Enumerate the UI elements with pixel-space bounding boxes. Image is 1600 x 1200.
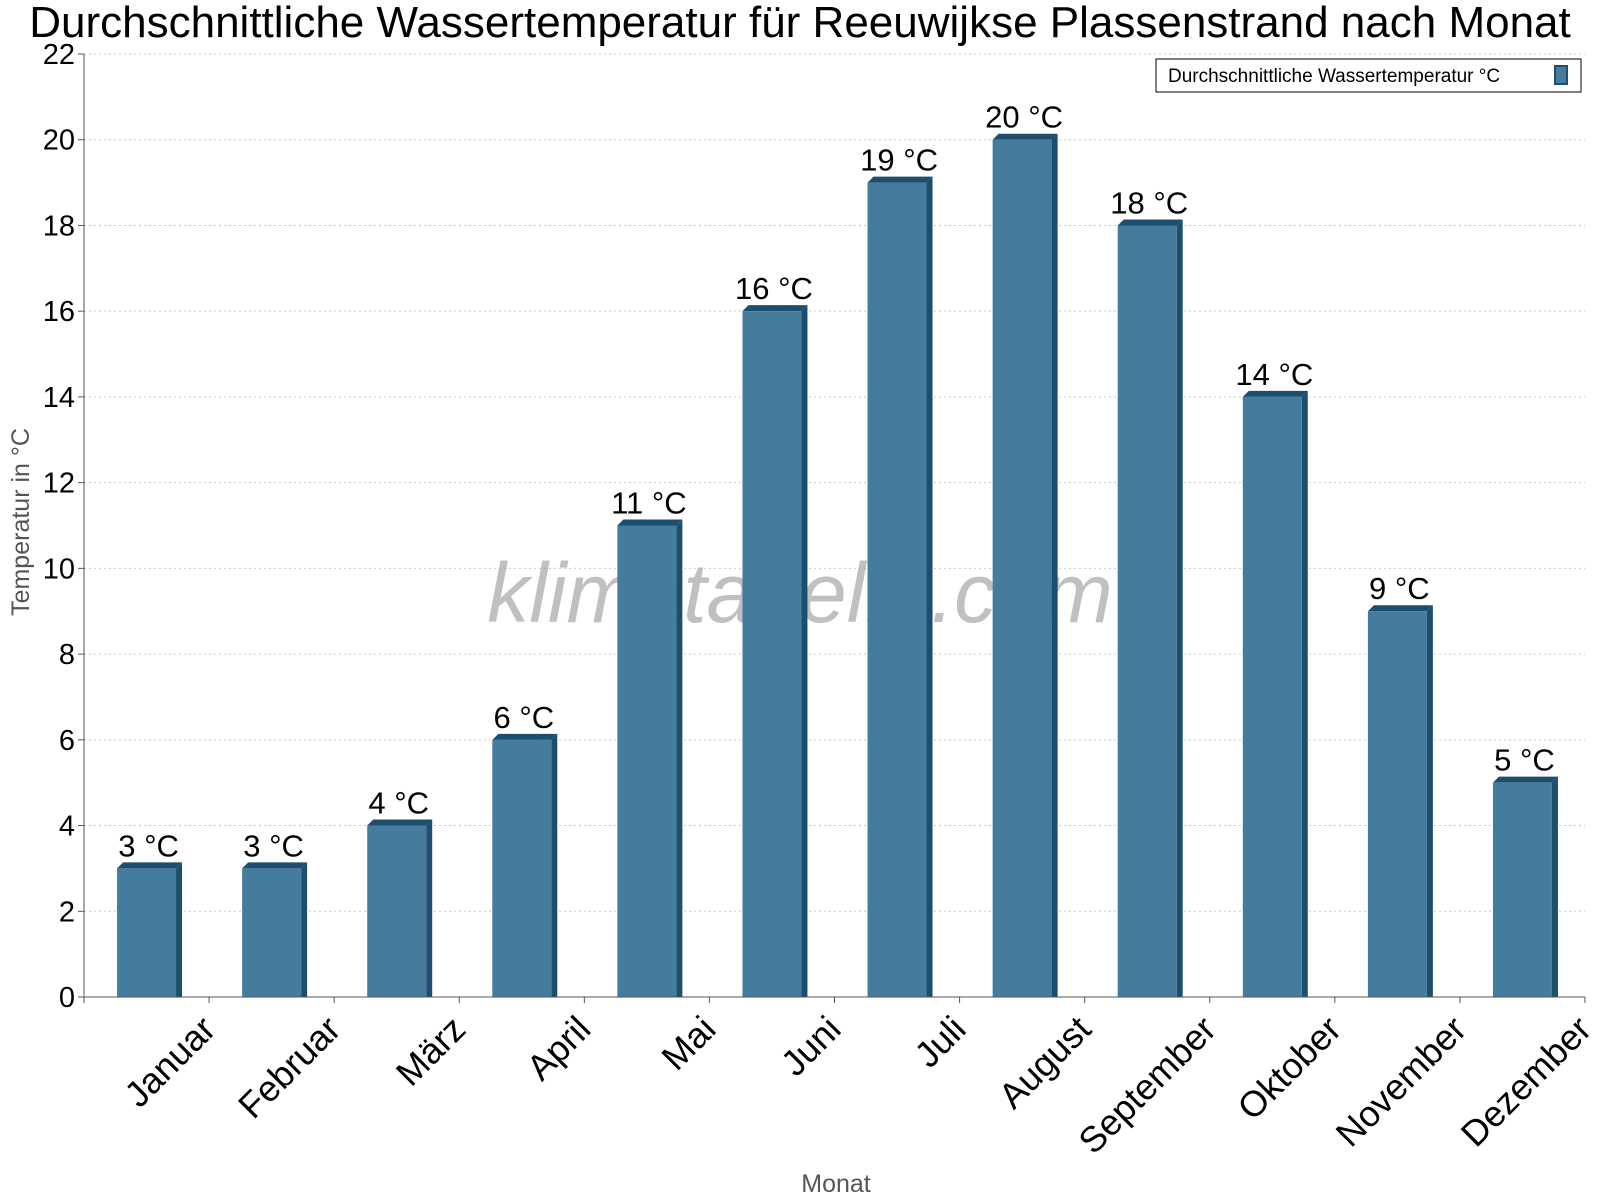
data-label: 5 °C xyxy=(1494,743,1555,778)
data-label: 6 °C xyxy=(493,700,554,735)
x-tick-label: Juni xyxy=(773,1008,849,1084)
y-tick-label: 6 xyxy=(59,725,75,757)
x-tick-label: März xyxy=(388,1008,474,1094)
data-label: 20 °C xyxy=(985,100,1063,135)
x-tick-label: Juli xyxy=(906,1008,973,1075)
bar xyxy=(867,182,927,997)
bar-top xyxy=(617,519,683,526)
bar-side xyxy=(1551,776,1558,997)
data-label: 19 °C xyxy=(860,143,938,178)
x-tick-label: April xyxy=(518,1008,598,1088)
legend-label: Durchschnittliche Wassertemperatur °C xyxy=(1168,66,1500,87)
bar xyxy=(367,825,427,997)
bar-top xyxy=(1492,776,1558,783)
x-tick-label: Februar xyxy=(230,1008,348,1126)
y-axis-title: Temperatur in °C xyxy=(7,428,35,616)
data-label: 11 °C xyxy=(611,486,687,521)
x-tick-label: Oktober xyxy=(1229,1008,1349,1128)
x-tick-label: Mai xyxy=(653,1008,723,1078)
x-tick-label: November xyxy=(1328,1008,1474,1154)
bar xyxy=(492,739,552,997)
bar-top xyxy=(117,862,183,869)
bar-side xyxy=(1051,133,1058,997)
axes xyxy=(83,54,1585,998)
data-label: 3 °C xyxy=(118,828,179,863)
y-tick-label: 14 xyxy=(43,382,75,414)
bar xyxy=(1242,396,1302,998)
legend-swatch xyxy=(1554,65,1568,85)
x-axis-title: Monat xyxy=(801,1170,871,1198)
x-tick-label: September xyxy=(1070,1008,1224,1162)
y-tick-label: 16 xyxy=(43,296,75,328)
y-tick-label: 8 xyxy=(59,639,75,671)
legend-box xyxy=(1155,58,1582,93)
data-label: 9 °C xyxy=(1369,571,1430,606)
bar-top xyxy=(1117,219,1183,226)
x-tick-label: August xyxy=(990,1008,1098,1116)
bar-side xyxy=(1426,605,1433,997)
bar-top xyxy=(992,133,1058,140)
bar-side xyxy=(301,862,308,997)
x-tick-label: Dezember xyxy=(1453,1008,1599,1154)
bar xyxy=(742,311,802,997)
bar-top xyxy=(1242,390,1308,397)
bar-side xyxy=(551,733,558,997)
y-tick-label: 0 xyxy=(59,982,75,1014)
gridlines xyxy=(84,53,1585,912)
y-axis-ticks: 0 2 4 6 8 10 12 14 16 18 20 22 xyxy=(43,39,84,1014)
x-tick-label: Januar xyxy=(116,1008,223,1115)
data-label: 4 °C xyxy=(368,786,429,821)
y-tick-label: 20 xyxy=(43,125,75,157)
bar-side xyxy=(1176,219,1183,998)
bar-side xyxy=(926,176,933,997)
bar-side xyxy=(1301,390,1308,998)
y-tick-label: 18 xyxy=(43,210,75,242)
bar-side xyxy=(676,519,683,997)
bar-top xyxy=(242,862,308,869)
bar xyxy=(992,139,1052,997)
legend: Durchschnittliche Wassertemperatur °C xyxy=(1155,58,1582,93)
bar-top xyxy=(867,176,933,183)
y-tick-label: 2 xyxy=(59,896,75,928)
y-tick-label: 12 xyxy=(43,468,75,500)
bar xyxy=(1492,782,1552,997)
data-label: 3 °C xyxy=(243,828,304,863)
bar-side xyxy=(426,819,433,997)
y-tick-label: 10 xyxy=(43,553,75,585)
bar-top xyxy=(1367,605,1433,612)
chart-title: Durchschnittliche Wassertemperatur für R… xyxy=(29,0,1570,47)
bar-side xyxy=(801,305,808,997)
data-label: 14 °C xyxy=(1235,357,1313,392)
data-label: 18 °C xyxy=(1110,185,1188,220)
x-axis-ticks: Januar Februar März April Mai Juni Juli AugustS… xyxy=(83,997,1599,1162)
data-label: 16 °C xyxy=(735,271,813,306)
bar xyxy=(1367,611,1427,997)
bar-top xyxy=(742,305,808,312)
bar xyxy=(1117,225,1177,998)
bars: 3 °C 3 °C 4 °C 6 °C 11 °C 16 °C 19 °C 20 °C 18 °… xyxy=(117,100,1558,998)
y-tick-label: 22 xyxy=(43,39,75,71)
bar-top xyxy=(367,819,433,826)
bar-side xyxy=(176,862,183,997)
bar xyxy=(242,868,302,997)
y-tick-label: 4 xyxy=(59,811,75,843)
bar xyxy=(617,525,677,997)
bar-top xyxy=(492,733,558,740)
bar xyxy=(117,868,177,997)
